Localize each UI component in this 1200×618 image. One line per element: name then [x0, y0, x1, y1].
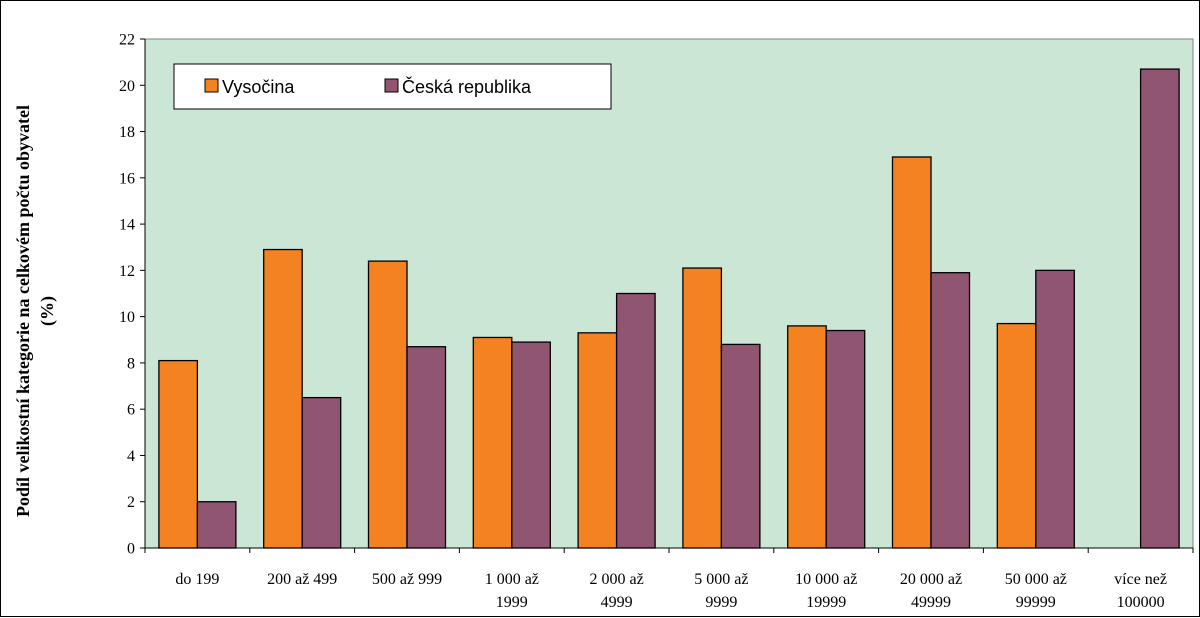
- bar-ceska-republika: [301, 396, 342, 549]
- x-tick-label-line: 20 000 až: [900, 571, 962, 588]
- x-tick-label: 50 000 až 99999: [1005, 571, 1067, 611]
- bar-ceska-republika: [720, 343, 761, 549]
- legend-label: Vysočina: [222, 77, 295, 97]
- y-tick-label: 20: [119, 78, 135, 95]
- y-tick-label: 14: [119, 217, 135, 234]
- bar-ceska-republika: [406, 346, 447, 549]
- x-tick-label: 20 000 až 49999: [900, 571, 962, 611]
- x-tick-label-line: 2 000 až: [589, 571, 643, 588]
- y-tick-label: 16: [119, 170, 135, 187]
- legend-swatch: [204, 78, 219, 93]
- x-tick-label: 1 000 až 1999: [485, 571, 539, 611]
- x-tick-label-line: více než: [1114, 571, 1167, 588]
- y-axis-label-line: (%): [37, 296, 58, 326]
- bar-vysocina: [577, 332, 618, 549]
- y-tick-label: 12: [119, 263, 135, 280]
- bar-vysocina: [263, 248, 303, 549]
- x-tick-label-line: 10 000 až: [795, 571, 857, 588]
- x-tick-label: 2 000 až 4999: [589, 571, 643, 611]
- x-tick-label-line: 50 000 až: [1005, 571, 1067, 588]
- x-tick-label-line: 500 až 999: [372, 571, 442, 588]
- legend: Vysočina Česká republika: [173, 63, 612, 110]
- bar-ceska-republika: [1139, 68, 1180, 549]
- y-tick-label: 2: [127, 494, 135, 511]
- x-tick-label-line: 9999: [705, 594, 737, 611]
- x-tick-label-line: 49999: [911, 594, 951, 611]
- y-tick-label: 0: [127, 541, 135, 558]
- x-tick-label-line: 1999: [496, 594, 528, 611]
- bars: [158, 68, 1180, 549]
- x-tick-label-line: 5 000 až: [694, 571, 748, 588]
- bar-ceska-republika: [196, 501, 237, 549]
- x-tick-label: 500 až 999: [372, 571, 442, 588]
- x-axis: do 199 200 až 499 500 až 999 1 000 až 1999 2 …: [144, 547, 1194, 611]
- bar-vysocina: [787, 325, 827, 549]
- bar-ceska-republika: [615, 292, 656, 549]
- y-tick-label: 18: [119, 124, 135, 141]
- x-tick-label-line: 100000: [1117, 594, 1165, 611]
- legend-label: Česká republika: [402, 76, 532, 97]
- bar-vysocina: [367, 260, 408, 549]
- bar-vysocina: [158, 359, 199, 549]
- y-tick-label: 10: [119, 309, 135, 326]
- bar-ceska-republika: [511, 341, 551, 549]
- bar-vysocina: [682, 267, 723, 549]
- x-tick-label-line: do 199: [175, 571, 219, 588]
- bar-vysocina: [472, 336, 513, 549]
- y-tick-label: 4: [127, 448, 135, 465]
- bar-ceska-republika: [825, 329, 866, 549]
- x-tick-label: 200 až 499: [267, 571, 337, 588]
- bar-vysocina: [891, 156, 932, 549]
- bar-ceska-republika: [930, 272, 971, 549]
- y-axis-label-line: Podíl velikostní kategorie na celkovém p…: [13, 105, 33, 517]
- y-tick-label: 6: [127, 402, 135, 419]
- legend-swatch: [384, 78, 399, 93]
- x-tick-label-line: 19999: [806, 594, 846, 611]
- y-tick-label: 8: [127, 355, 135, 372]
- x-tick-label-line: 200 až 499: [267, 571, 337, 588]
- bar-ceska-republika: [1035, 269, 1075, 549]
- y-axis-label: Podíl velikostní kategorie na celkovém p…: [13, 105, 58, 517]
- x-tick-label-line: 1 000 až: [485, 571, 539, 588]
- x-tick-label: 5 000 až 9999: [694, 571, 748, 611]
- y-axis: 0 2 4 6 8 10 12 14 16 18 20 22: [119, 32, 146, 558]
- x-tick-label: více než 100000: [1114, 571, 1167, 611]
- x-tick-label: 10 000 až 19999: [795, 571, 857, 611]
- bar-vysocina: [996, 322, 1037, 549]
- y-tick-label: 22: [119, 32, 135, 49]
- x-tick-label-line: 4999: [601, 594, 633, 611]
- x-tick-label-line: 99999: [1016, 594, 1056, 611]
- x-tick-label: do 199: [175, 571, 219, 588]
